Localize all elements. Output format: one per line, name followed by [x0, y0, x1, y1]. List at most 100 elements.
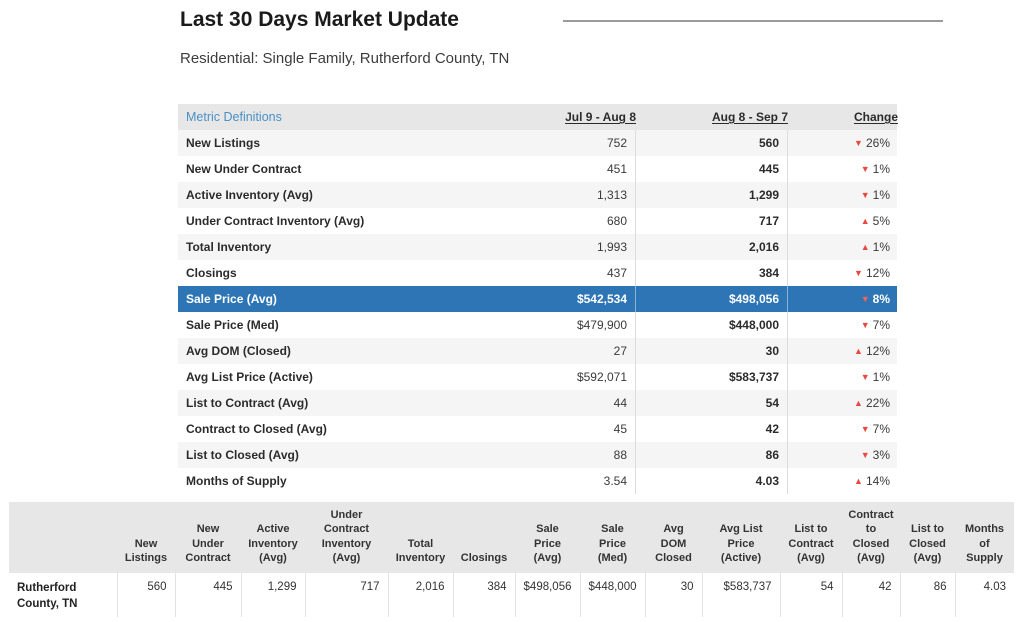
- summary-value: 4.03: [954, 573, 1014, 618]
- table-row-avg-dom[interactable]: Avg DOM (Closed) 27 30 ▲ 12%: [178, 338, 897, 364]
- change-arrow-icon: ▲: [860, 242, 870, 252]
- column-header-change[interactable]: Change: [853, 110, 898, 124]
- metrics-table-header: Metric Definitions Jul 9 - Aug 8 Aug 8 -…: [178, 104, 898, 130]
- table-row-sale-price-med[interactable]: Sale Price (Med) $479,900 $448,000 ▼ 7%: [178, 312, 897, 338]
- summary-value: $448,000: [579, 573, 645, 618]
- period1-value: 44: [420, 390, 636, 416]
- change-arrow-icon: ▼: [860, 190, 870, 200]
- change-value: ▼ 12%: [788, 260, 897, 286]
- change-arrow-icon: ▲: [854, 476, 863, 486]
- metrics-table: Metric Definitions Jul 9 - Aug 8 Aug 8 -…: [178, 104, 898, 494]
- table-row-under-contract-inventory[interactable]: Under Contract Inventory (Avg) 680 717 ▲…: [178, 208, 897, 234]
- period1-value: 3.54: [420, 468, 636, 494]
- summary-data-row[interactable]: Rutherford County, TN 560 445 1,299 717 …: [9, 573, 1014, 618]
- summary-value: 54: [779, 573, 842, 618]
- metric-label: Months of Supply: [186, 474, 287, 488]
- table-row-list-to-closed[interactable]: List to Closed (Avg) 88 86 ▼ 3%: [178, 442, 897, 468]
- metric-label: Total Inventory: [186, 240, 272, 254]
- change-value: ▼ 7%: [788, 416, 897, 442]
- summary-col-header: Under Contract Inventory (Avg): [305, 502, 388, 574]
- summary-col-header: Sale Price (Avg): [515, 502, 580, 574]
- table-row-active-inventory[interactable]: Active Inventory (Avg) 1,313 1,299 ▼ 1%: [178, 182, 897, 208]
- metric-label: Sale Price (Avg): [186, 292, 277, 306]
- period2-value: 2,016: [636, 234, 788, 260]
- summary-value: $498,056: [514, 573, 580, 618]
- page-title: Last 30 Days Market Update: [180, 8, 459, 31]
- period1-value: 1,993: [420, 234, 636, 260]
- period1-value: 45: [420, 416, 636, 442]
- period2-value: 4.03: [636, 468, 788, 494]
- page-subtitle: Residential: Single Family, Rutherford C…: [180, 50, 510, 67]
- period2-value: 445: [636, 156, 788, 182]
- change-pct: 12%: [865, 344, 890, 358]
- title-rule: [563, 20, 943, 22]
- summary-col-header: New Listings: [117, 502, 175, 574]
- change-arrow-icon: ▼: [860, 164, 870, 174]
- change-arrow-icon: ▼: [860, 424, 870, 434]
- column-header-period2[interactable]: Aug 8 - Sep 7: [711, 110, 788, 124]
- summary-value: 1,299: [240, 573, 305, 618]
- change-value: ▼ 8%: [788, 286, 897, 312]
- summary-corner-cell: [9, 502, 117, 574]
- summary-col-header: Active Inventory (Avg): [241, 502, 305, 574]
- change-arrow-icon: ▼: [860, 450, 870, 460]
- period1-value: 27: [420, 338, 636, 364]
- period2-value: 1,299: [636, 182, 788, 208]
- period2-value: $498,056: [636, 286, 788, 312]
- summary-value: 560: [116, 573, 175, 618]
- table-row-avg-list-price[interactable]: Avg List Price (Active) $592,071 $583,73…: [178, 364, 897, 390]
- summary-col-header: List to Contract (Avg): [780, 502, 842, 574]
- table-row-total-inventory[interactable]: Total Inventory 1,993 2,016 ▲ 1%: [178, 234, 897, 260]
- change-pct: 22%: [865, 396, 890, 410]
- change-pct: 14%: [865, 474, 890, 488]
- change-value: ▼ 1%: [788, 182, 897, 208]
- metric-label: List to Closed (Avg): [186, 448, 299, 462]
- table-row-new-listings[interactable]: New Listings 752 560 ▼ 26%: [178, 130, 897, 156]
- summary-value: 42: [841, 573, 900, 618]
- summary-col-header: Contract to Closed (Avg): [842, 502, 900, 574]
- metric-label: Closings: [186, 266, 237, 280]
- change-pct: 26%: [865, 136, 890, 150]
- change-arrow-icon: ▼: [860, 320, 870, 330]
- change-arrow-icon: ▲: [860, 216, 870, 226]
- change-value: ▲ 14%: [788, 468, 897, 494]
- summary-value: 30: [644, 573, 702, 618]
- summary-col-header: New Under Contract: [175, 502, 241, 574]
- metric-label: New Listings: [186, 136, 261, 150]
- summary-value: 717: [304, 573, 388, 618]
- change-value: ▲ 1%: [788, 234, 897, 260]
- period2-value: $448,000: [636, 312, 788, 338]
- period1-value: 88: [420, 442, 636, 468]
- change-value: ▲ 22%: [788, 390, 897, 416]
- summary-header-row: New Listings New Under Contract Active I…: [9, 502, 1014, 574]
- table-row-months-of-supply[interactable]: Months of Supply 3.54 4.03 ▲ 14%: [178, 468, 897, 494]
- period2-value: 86: [636, 442, 788, 468]
- change-arrow-icon: ▼: [860, 372, 870, 382]
- period2-value: 42: [636, 416, 788, 442]
- change-pct: 1%: [872, 188, 890, 202]
- metric-label: Avg List Price (Active): [186, 370, 313, 384]
- period2-value: 717: [636, 208, 788, 234]
- column-header-period1[interactable]: Jul 9 - Aug 8: [565, 110, 636, 124]
- metric-label: List to Contract (Avg): [186, 396, 309, 410]
- table-row-closings[interactable]: Closings 437 384 ▼ 12%: [178, 260, 897, 286]
- table-row-new-under-contract[interactable]: New Under Contract 451 445 ▼ 1%: [178, 156, 897, 182]
- table-row-sale-price-avg-selected[interactable]: Sale Price (Avg) $542,534 $498,056 ▼ 8%: [178, 286, 897, 312]
- summary-value: 86: [899, 573, 955, 618]
- change-pct: 8%: [872, 292, 890, 306]
- change-pct: 1%: [872, 240, 890, 254]
- change-pct: 12%: [865, 266, 890, 280]
- period2-value: 384: [636, 260, 788, 286]
- change-pct: 5%: [872, 214, 890, 228]
- change-pct: 7%: [872, 318, 890, 332]
- metric-definitions-link[interactable]: Metric Definitions: [186, 110, 282, 124]
- table-row-list-to-contract[interactable]: List to Contract (Avg) 44 54 ▲ 22%: [178, 390, 897, 416]
- period1-value: $592,071: [420, 364, 636, 390]
- summary-value: 2,016: [387, 573, 453, 618]
- metric-label: Avg DOM (Closed): [186, 344, 291, 358]
- period1-value: 680: [420, 208, 636, 234]
- period2-value: 30: [636, 338, 788, 364]
- change-pct: 1%: [872, 370, 890, 384]
- table-row-contract-to-closed[interactable]: Contract to Closed (Avg) 45 42 ▼ 7%: [178, 416, 897, 442]
